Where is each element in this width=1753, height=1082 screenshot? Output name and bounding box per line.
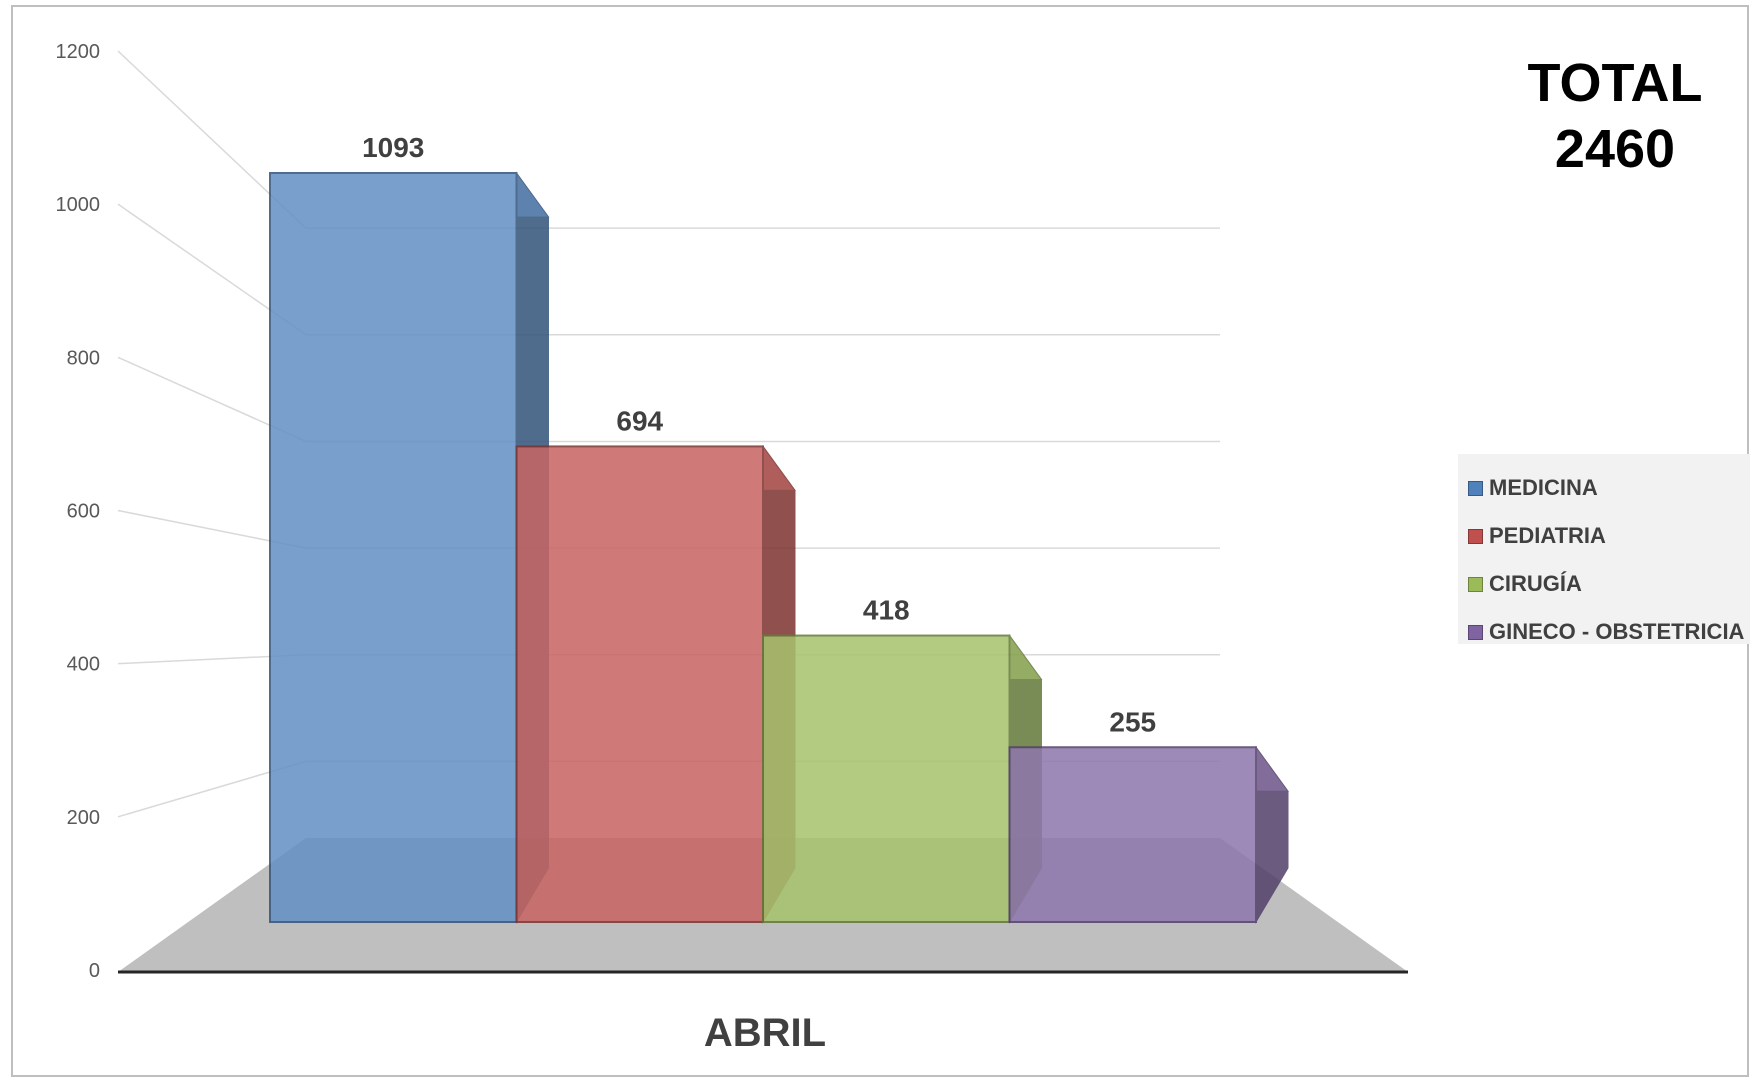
data-label: 418: [863, 595, 910, 626]
legend-item-medicina: MEDICINA: [1468, 464, 1750, 512]
legend-label: MEDICINA: [1489, 475, 1598, 500]
x-category-label: ABRIL: [704, 1011, 826, 1055]
y-tick-label: 0: [89, 960, 100, 982]
data-label: 255: [1109, 706, 1156, 737]
total-annotation: TOTAL 2460: [1480, 50, 1750, 182]
y-tick-label: 1000: [56, 194, 101, 216]
bar-front-face: [1008, 746, 1257, 923]
y-axis-ticks: 0 200 400 600 800 1000 1200: [56, 41, 101, 982]
bar-medicina: [269, 119, 550, 924]
bar-front-face: [269, 172, 518, 923]
legend-swatch: [1468, 624, 1483, 640]
data-label: 1093: [362, 132, 424, 163]
y-tick-label: 400: [67, 654, 100, 676]
bar-pediatria: [515, 392, 796, 924]
legend-label: GINECO - OBSTETRICIA: [1489, 619, 1745, 644]
legend-label: CIRUGÍA: [1489, 571, 1582, 596]
legend-swatch: [1468, 528, 1483, 544]
legend: MEDICINA PEDIATRIA CIRUGÍA GINECO - OBST…: [1458, 454, 1750, 644]
y-tick-label: 200: [67, 807, 100, 829]
total-value: 2460: [1554, 119, 1676, 179]
legend-swatch: [1468, 576, 1483, 592]
data-labels: 1093 694 418 255: [362, 132, 1156, 737]
bar-cirug-a: [762, 581, 1043, 924]
y-tick-label: 800: [67, 347, 100, 369]
bar-front-face: [762, 634, 1011, 923]
legend-item-pediatria: PEDIATRIA: [1468, 512, 1750, 560]
legend-swatch: [1468, 480, 1483, 496]
data-label: 694: [616, 405, 663, 436]
legend-label: PEDIATRIA: [1489, 523, 1606, 548]
y-tick-label: 1200: [56, 41, 101, 63]
bar-front-face: [515, 445, 764, 923]
bars: [269, 119, 1289, 924]
legend-item-gineco-obstetricia: GINECO - OBSTETRICIA: [1468, 608, 1750, 656]
legend-item-cirugia: CIRUGÍA: [1468, 560, 1750, 608]
total-label: TOTAL: [1527, 53, 1703, 113]
y-tick-label: 600: [67, 501, 100, 523]
bar-gineco-obstetricia: [1008, 693, 1289, 924]
